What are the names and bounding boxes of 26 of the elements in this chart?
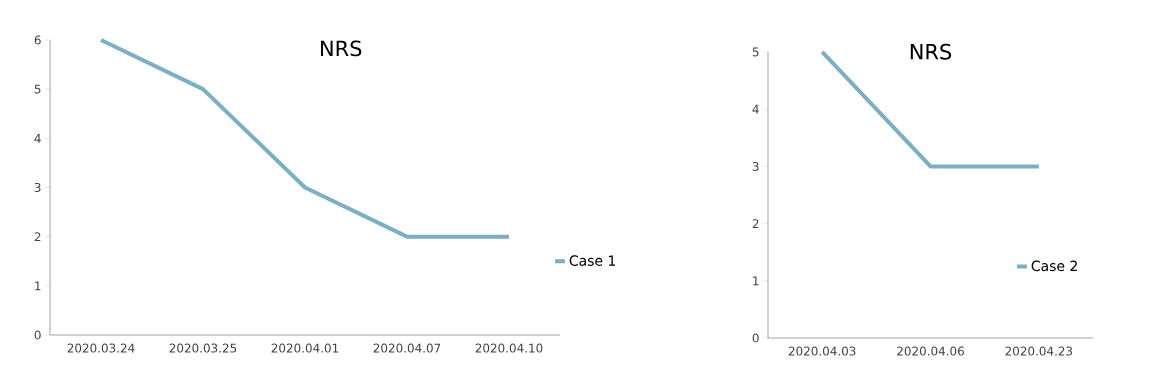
x-tick-label: 2020.04.01	[271, 343, 339, 353]
y-tick-label: 2	[752, 219, 759, 229]
x-tick-label: 2020.04.23	[1005, 346, 1073, 356]
chart-title: NRS	[321, 40, 362, 57]
y-tick-label: 0	[752, 333, 759, 343]
chart-title: NRS	[910, 43, 952, 60]
x-tick-label: 2020.03.24	[67, 343, 135, 353]
x-tick-label: 2020.04.03	[788, 346, 856, 356]
y-tick-label: 0	[34, 330, 41, 340]
x-tick-label: 2020.04.06	[897, 346, 964, 356]
y-tick-label: 4	[34, 133, 41, 143]
y-tick-label: 1	[753, 276, 759, 286]
line-series	[99, 38, 512, 239]
y-tick-label: 4	[752, 104, 759, 114]
y-tick-label: 6	[34, 35, 41, 45]
y-tick-label: 3	[752, 161, 759, 171]
y-tick-label: 5	[34, 84, 41, 94]
y-tick-label: 2	[34, 232, 41, 242]
y-tick-label: 1	[35, 281, 41, 291]
x-tick-label: 2020.04.07	[373, 343, 441, 353]
x-tick-label: 2020.04.10	[475, 343, 543, 353]
x-tick-label: 2020.03.25	[169, 343, 237, 353]
legend-label: Case 1	[569, 255, 616, 266]
legend-label: Case 2	[1031, 260, 1077, 272]
y-tick-label: 3	[34, 182, 41, 193]
y-tick-label: 5	[752, 47, 759, 57]
